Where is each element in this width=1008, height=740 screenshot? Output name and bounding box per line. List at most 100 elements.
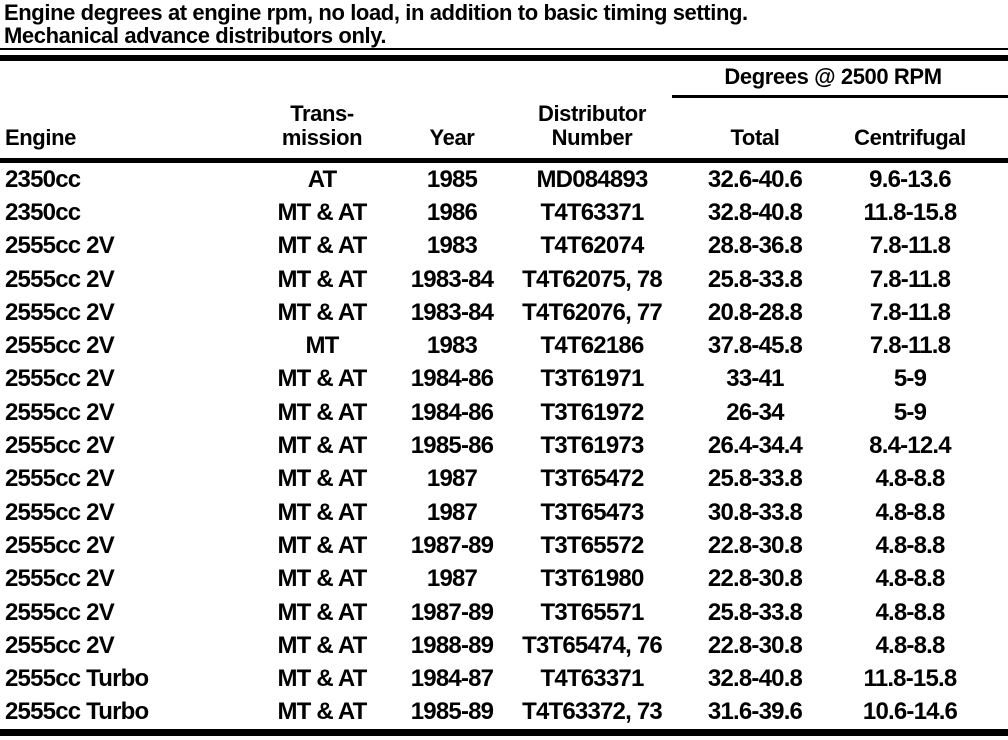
cell-centrifugal-degrees: 4.8-8.8 (875, 598, 945, 626)
cell-engine: 2555cc 2V (5, 498, 115, 526)
table-row: 2350cc MT & AT 1986 T4T63371 32.8-40.8 1… (0, 196, 1008, 229)
column-header-engine: Engine (5, 125, 76, 150)
cell-year: 1984-86 (410, 365, 494, 393)
cell-year: 1986 (426, 198, 478, 226)
cell-distributor-number: T4T63371 (540, 665, 644, 693)
cell-distributor-number: T3T65474, 76 (522, 631, 663, 659)
cell-centrifugal-degrees: 7.8-11.8 (869, 332, 951, 360)
cell-centrifugal-degrees: 11.8-15.8 (863, 665, 958, 693)
cell-total-degrees: 28.8-36.8 (707, 232, 803, 260)
cell-distributor-number: T4T62075, 78 (522, 265, 663, 293)
cell-year: 1987-89 (410, 598, 494, 626)
cell-distributor-number: T3T65571 (540, 598, 644, 626)
cell-centrifugal-degrees: 5-9 (893, 365, 927, 393)
table-row: 2555cc Turbo MT & AT 1985-89 T4T63372, 7… (0, 696, 1008, 729)
table-body: 2350cc AT 1985 MD084893 32.6-40.6 9.6-13… (0, 163, 1008, 729)
cell-engine: 2555cc 2V (5, 631, 115, 659)
cell-total-degrees: 22.8-30.8 (707, 565, 803, 593)
cell-total-degrees: 33-41 (726, 365, 784, 393)
cell-engine: 2555cc 2V (5, 398, 115, 426)
column-header-distributor-line2: Number (551, 125, 633, 150)
cell-transmission: MT & AT (277, 432, 367, 460)
table-header-row: Engine Trans- mission Year Distributor N… (0, 61, 1008, 158)
cell-transmission: MT & AT (277, 265, 367, 293)
cell-engine: 2555cc 2V (5, 232, 115, 260)
cell-year: 1987 (426, 498, 478, 526)
cell-transmission: MT & AT (277, 365, 367, 393)
cell-total-degrees: 25.8-33.8 (707, 465, 803, 493)
cell-total-degrees: 25.8-33.8 (707, 598, 803, 626)
degrees-spanner-label: Degrees @ 2500 RPM (724, 64, 942, 89)
table-row: 2555cc 2V MT & AT 1987-89 T3T65572 22.8-… (0, 529, 1008, 562)
cell-distributor-number: T3T65572 (540, 531, 644, 559)
degrees-spanner-group: Degrees @ 2500 RPM Total Centrifugal (672, 61, 1008, 158)
cell-total-degrees: 26-34 (726, 398, 784, 426)
cell-transmission: AT (307, 165, 337, 193)
table-row: 2555cc 2V MT & AT 1984-86 T3T61971 33-41… (0, 363, 1008, 396)
column-header-transmission: Trans- mission (252, 102, 392, 150)
cell-engine: 2555cc 2V (5, 265, 115, 293)
cell-centrifugal-degrees: 4.8-8.8 (875, 531, 945, 559)
table-row: 2555cc 2V MT & AT 1985-86 T3T61973 26.4-… (0, 429, 1008, 462)
cell-centrifugal-degrees: 10.6-14.6 (862, 698, 958, 726)
cell-engine: 2555cc 2V (5, 332, 115, 360)
cell-year: 1987 (426, 465, 478, 493)
cell-distributor-number: T4T63372, 73 (522, 698, 663, 726)
cell-transmission: MT & AT (277, 631, 367, 659)
table-row: 2555cc 2V MT & AT 1987-89 T3T65571 25.8-… (0, 596, 1008, 629)
cell-total-degrees: 26.4-34.4 (707, 432, 803, 460)
cell-transmission: MT & AT (277, 198, 367, 226)
cell-total-degrees: 22.8-30.8 (707, 531, 803, 559)
cell-year: 1985-89 (410, 698, 494, 726)
cell-distributor-number: T4T62186 (540, 332, 644, 360)
cell-transmission: MT & AT (277, 598, 367, 626)
top-rule-thin (0, 48, 1008, 50)
cell-engine: 2555cc 2V (5, 531, 115, 559)
table-row: 2555cc 2V MT & AT 1988-89 T3T65474, 76 2… (0, 629, 1008, 662)
cell-engine: 2555cc 2V (5, 298, 115, 326)
cell-year: 1985 (426, 165, 478, 193)
cell-transmission: MT & AT (277, 465, 367, 493)
column-header-year: Year (429, 125, 475, 150)
cell-year: 1988-89 (410, 631, 494, 659)
cell-engine: 2555cc 2V (5, 465, 115, 493)
cell-distributor-number: T4T62076, 77 (522, 298, 663, 326)
top-rule-thick (0, 55, 1008, 61)
cell-centrifugal-degrees: 8.4-12.4 (869, 432, 951, 460)
column-header-transmission-line1: Trans- (290, 101, 354, 126)
cell-centrifugal-degrees: 9.6-13.6 (869, 165, 951, 193)
cell-year: 1985-86 (410, 432, 494, 460)
cell-distributor-number: T4T63371 (540, 198, 644, 226)
cell-distributor-number: T3T65473 (540, 498, 644, 526)
cell-total-degrees: 32.8-40.8 (707, 665, 803, 693)
cell-year: 1987 (426, 565, 478, 593)
cell-centrifugal-degrees: 4.8-8.8 (875, 498, 945, 526)
cell-total-degrees: 30.8-33.8 (707, 498, 803, 526)
cell-transmission: MT & AT (277, 565, 367, 593)
table-row: 2555cc 2V MT & AT 1984-86 T3T61972 26-34… (0, 396, 1008, 429)
cell-year: 1984-86 (410, 398, 494, 426)
cell-engine: 2350cc (5, 165, 81, 193)
cell-engine: 2555cc 2V (5, 598, 115, 626)
table-row: 2350cc AT 1985 MD084893 32.6-40.6 9.6-13… (0, 163, 1008, 196)
cell-total-degrees: 22.8-30.8 (707, 631, 803, 659)
cell-total-degrees: 32.6-40.6 (707, 165, 803, 193)
cell-transmission: MT & AT (277, 698, 367, 726)
table-row: 2555cc 2V MT & AT 1983-84 T4T62076, 77 2… (0, 296, 1008, 329)
column-header-distributor-line1: Distributor (537, 101, 647, 126)
cell-distributor-number: T3T61980 (540, 565, 644, 593)
cell-transmission: MT & AT (277, 498, 367, 526)
table-row: 2555cc 2V MT & AT 1987 T3T65473 30.8-33.… (0, 496, 1008, 529)
cell-engine: 2350cc (5, 198, 81, 226)
cell-centrifugal-degrees: 7.8-11.8 (869, 265, 951, 293)
cell-year: 1983 (426, 232, 478, 260)
caption-line-2: Mechanical advance distributors only. (4, 23, 387, 48)
cell-engine: 2555cc 2V (5, 365, 115, 393)
cell-year: 1983-84 (410, 298, 494, 326)
cell-centrifugal-degrees: 7.8-11.8 (869, 232, 951, 260)
column-header-distributor-number: Distributor Number (512, 102, 672, 150)
header-rule (0, 158, 1008, 163)
cell-transmission: MT & AT (277, 665, 367, 693)
table-caption: Engine degrees at engine rpm, no load, i… (0, 0, 1008, 47)
